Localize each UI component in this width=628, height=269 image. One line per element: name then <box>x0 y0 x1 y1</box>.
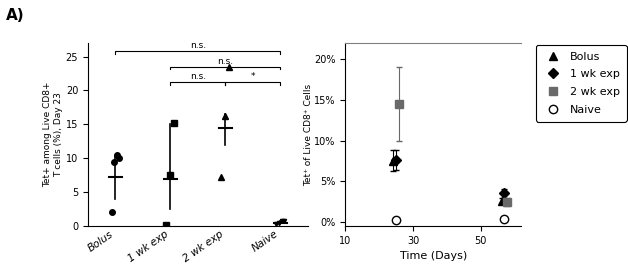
Y-axis label: Tet⁺ of Live CD8⁺ Cells: Tet⁺ of Live CD8⁺ Cells <box>304 83 313 186</box>
X-axis label: Time (Days): Time (Days) <box>399 251 467 261</box>
Y-axis label: Tet+ among Live CD8+
T cells (%), Day 23: Tet+ among Live CD8+ T cells (%), Day 23 <box>43 82 63 187</box>
Text: n.s.: n.s. <box>190 41 206 50</box>
Legend: Bolus, 1 wk exp, 2 wk exp, Naive: Bolus, 1 wk exp, 2 wk exp, Naive <box>536 45 627 122</box>
Text: n.s.: n.s. <box>217 57 234 66</box>
Text: A): A) <box>6 8 25 23</box>
Text: n.s.: n.s. <box>190 72 206 81</box>
Text: *: * <box>251 72 255 81</box>
